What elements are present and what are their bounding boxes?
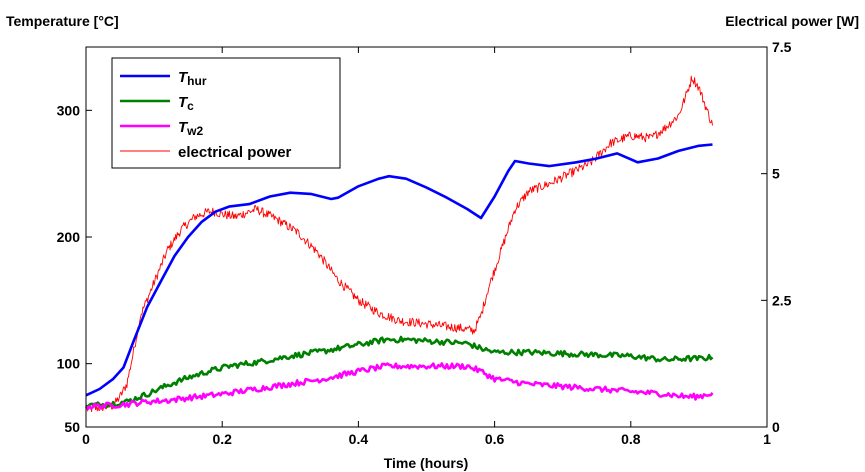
legend-label-main: electrical power	[178, 144, 292, 161]
x-ticks: 0 0.2 0.4 0.6 0.8 1	[82, 47, 771, 447]
y-tick-label-left: 300	[57, 102, 81, 118]
legend-label: Thur	[178, 69, 207, 88]
y-tick-label-left: 100	[57, 356, 81, 372]
y-tick-label-right: 7.5	[772, 39, 792, 55]
series-line-t-c	[85, 335, 714, 409]
y-axis-label-right: Electrical power [W]	[725, 13, 859, 29]
series-line-t-hur	[85, 143, 713, 397]
legend-label-main: T	[178, 94, 189, 111]
legend-label: Tc	[178, 94, 194, 113]
legend-label: Tw2	[178, 119, 204, 138]
y-tick-label-right: 0	[772, 419, 780, 435]
legend-label-subscript: c	[187, 99, 194, 113]
y-tick-label-left: 200	[57, 229, 81, 245]
x-tick-label: 0.2	[212, 431, 232, 447]
y-ticks-right: 0 2.5 5 7.5	[761, 39, 792, 435]
series-layer	[84, 75, 714, 413]
x-axis-label: Time (hours)	[384, 455, 469, 471]
x-tick-label: 1	[763, 431, 771, 447]
y-ticks-left: 50 100 200 300	[57, 102, 92, 435]
legend-label-main: T	[178, 119, 189, 136]
y-tick-label-left: 50	[64, 419, 80, 435]
series-line-t-w2	[84, 362, 714, 411]
x-tick-label: 0.6	[485, 431, 505, 447]
x-tick-label: 0.8	[621, 431, 641, 447]
y-tick-label-right: 2.5	[772, 292, 792, 308]
y-tick-label-right: 5	[772, 166, 780, 182]
legend-label-subscript: w2	[186, 124, 203, 138]
series-line-electrical-power	[85, 75, 713, 413]
legend-label: electrical power	[178, 144, 292, 161]
legend-label-main: T	[178, 69, 189, 86]
x-tick-label: 0.4	[349, 431, 369, 447]
y-axis-label-left: Temperature [°C]	[6, 13, 119, 29]
legend-label-subscript: hur	[187, 74, 207, 88]
x-tick-label: 0	[82, 431, 90, 447]
